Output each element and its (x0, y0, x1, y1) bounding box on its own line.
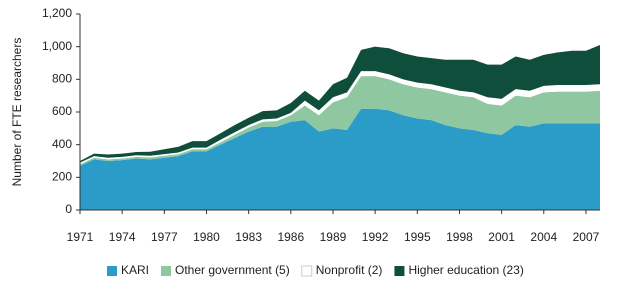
legend-swatch (394, 266, 405, 276)
x-tick-label: 1998 (446, 230, 473, 244)
legend-label: KARI (121, 263, 149, 277)
x-tick-label: 1995 (404, 230, 431, 244)
x-tick-label: 1974 (109, 230, 136, 244)
x-tick-label: 1986 (277, 230, 304, 244)
y-tick-label: 400 (52, 137, 72, 151)
y-tick-label: 200 (52, 170, 72, 184)
x-tick-label: 1983 (235, 230, 262, 244)
x-tick-label: 1980 (193, 230, 220, 244)
legend-swatch (107, 266, 117, 276)
legend-swatch (161, 266, 172, 276)
x-tick-label: 2004 (530, 230, 557, 244)
x-tick-label: 1992 (362, 230, 389, 244)
area (80, 108, 600, 210)
legend-swatch (301, 265, 313, 277)
area (80, 45, 600, 163)
area (80, 76, 600, 166)
x-tick-label: 1989 (320, 230, 347, 244)
y-tick-label: 800 (52, 72, 72, 86)
y-tick-label: 1,200 (42, 6, 72, 20)
legend-label: Nonprofit (2) (316, 263, 383, 277)
x-tick-label: 2007 (573, 230, 600, 244)
y-tick-label: 1,000 (42, 39, 72, 53)
x-tick-label: 2001 (488, 230, 515, 244)
y-axis-label: Number of FTE researchers (10, 38, 24, 187)
x-tick-label: 1971 (67, 230, 94, 244)
legend-label: Higher education (23) (408, 263, 523, 277)
y-tick-label: 600 (52, 104, 72, 118)
area (80, 71, 600, 165)
legend-label: Other government (5) (175, 263, 290, 277)
x-tick-label: 1977 (151, 230, 178, 244)
y-tick-label: 0 (65, 202, 72, 216)
